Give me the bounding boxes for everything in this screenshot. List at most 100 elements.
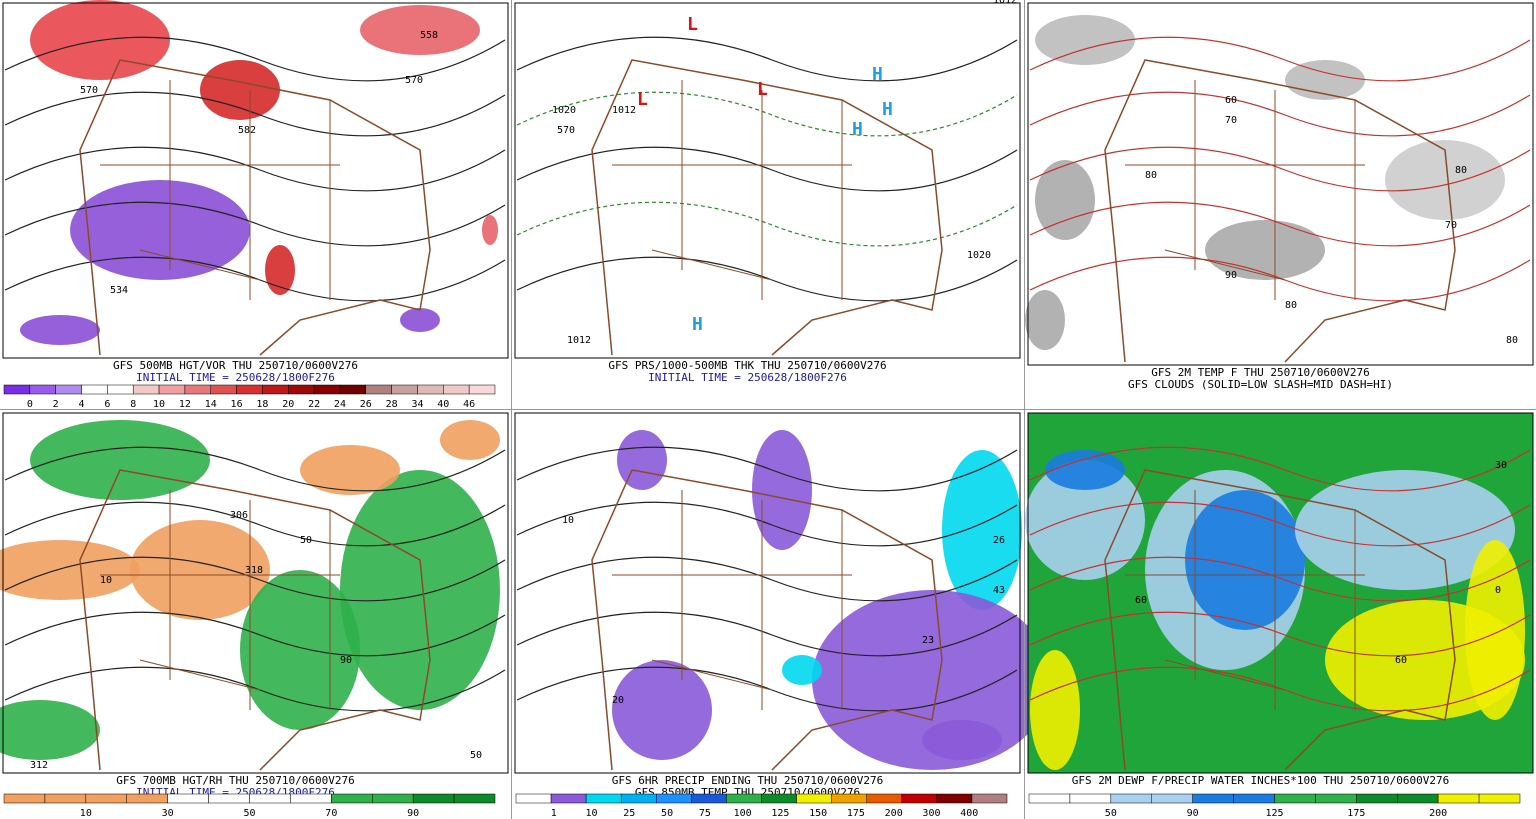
colorbar-label: 0: [27, 399, 33, 410]
colorbar-label: 75: [699, 808, 711, 819]
contour-label: 570: [80, 85, 98, 96]
shaded-region: [1385, 140, 1505, 220]
colorbar-label: 400: [960, 808, 978, 819]
contour-line: [1029, 446, 1531, 492]
contour-line: [4, 556, 506, 602]
map-frame: [1027, 412, 1534, 774]
panel: 570 582 558 570 534 GFS 500MB HGT/VOR THU 250…: [2, 0, 509, 410]
colorbar-swatch: [158, 384, 186, 395]
contour-line: [516, 201, 1018, 247]
contour-label: 30: [1495, 460, 1507, 471]
colorbar-swatch: [1192, 793, 1234, 804]
colorbar-label: 34: [411, 399, 423, 410]
colorbar-swatch: [691, 793, 727, 804]
caption: GFS 6HR PRECIP ENDING THU 250710/0600V27…: [612, 774, 884, 787]
colorbar-label: 70: [325, 808, 337, 819]
colorbar-label: 90: [407, 808, 419, 819]
colorbar-swatch: [331, 793, 373, 804]
shaded-region: [1045, 450, 1125, 490]
colorbar-label: 125: [1265, 808, 1283, 819]
colorbar-swatch: [417, 384, 444, 395]
colorbar-label: 100: [734, 808, 752, 819]
shaded-region: [130, 520, 270, 620]
contour-line: [1029, 611, 1531, 657]
border-line: [1125, 490, 1365, 710]
contour-line: [516, 556, 1018, 602]
coastline: [79, 469, 431, 771]
colorbar-swatch: [167, 793, 209, 804]
colorbar-swatch: [313, 384, 341, 395]
colorbar-label: 26: [360, 399, 372, 410]
contour-label: 1020: [552, 105, 576, 116]
map-frame: [2, 2, 509, 359]
contour-line: [4, 501, 506, 547]
contour-label: 60: [1395, 655, 1407, 666]
colorbar-label: 175: [847, 808, 865, 819]
caption: INITIAL TIME = 250628/1800F276: [648, 371, 847, 384]
contour-label: H: [852, 119, 863, 140]
colorbar-swatch: [866, 793, 903, 804]
colorbar-swatch: [208, 793, 250, 804]
contour-label: 43: [993, 585, 1005, 596]
contour-label: 60: [1135, 595, 1147, 606]
colorbar-swatch: [44, 793, 87, 804]
contour-label: 1012: [612, 105, 636, 116]
contour-line: [1029, 556, 1531, 602]
colorbar-swatch: [515, 793, 552, 804]
contour-line: [1029, 36, 1531, 82]
map-frame: [514, 412, 1021, 774]
contour-label: 90: [340, 655, 352, 666]
shaded-region: [1030, 650, 1080, 770]
contour-line: [1029, 91, 1531, 137]
border-line: [100, 490, 340, 710]
shaded-region: [942, 450, 1022, 610]
coastline: [591, 59, 943, 356]
border-line: [612, 80, 852, 300]
coastline: [591, 469, 943, 771]
caption: GFS 2M TEMP F THU 250710/0600V276: [1151, 366, 1370, 379]
colorbar-swatch: [184, 384, 211, 395]
shaded-region: [1035, 15, 1135, 65]
contour-label: 70: [1225, 115, 1237, 126]
colorbar-swatch: [1397, 793, 1439, 804]
shaded-region: [612, 660, 712, 760]
map-frame: [2, 412, 509, 774]
colorbar-swatch: [656, 793, 692, 804]
contour-label: 0: [1495, 585, 1501, 596]
colorbar-swatch: [761, 793, 797, 804]
colorbar-swatch: [726, 793, 762, 804]
shaded-region: [1185, 490, 1305, 630]
colorbar-swatch: [620, 793, 657, 804]
colorbar-swatch: [1151, 793, 1193, 804]
colorbar-label: 6: [104, 399, 110, 410]
shaded-region: [752, 430, 812, 550]
shaded-region: [1035, 160, 1095, 240]
contour-line: [516, 91, 1018, 137]
colorbar-label: 50: [243, 808, 255, 819]
coastline: [79, 59, 431, 356]
contour-label: 312: [30, 760, 48, 771]
contour-line: [516, 501, 1018, 547]
map-frame: [1027, 2, 1534, 366]
coastline: [1104, 59, 1456, 363]
colorbar-swatch: [1233, 793, 1275, 804]
caption: GFS 700MB HGT/RH THU 250710/0600V276: [116, 774, 354, 787]
panel: 26 43 23 20 10 GFS 6HR PRECIP ENDING THU 2507…: [514, 412, 1052, 819]
shaded-region: [240, 570, 360, 730]
contour-label: 318: [245, 565, 263, 576]
shaded-region: [265, 245, 295, 295]
colorbar-label: 2: [53, 399, 59, 410]
colorbar-label: 25: [623, 808, 635, 819]
colorbar-swatch: [249, 793, 291, 804]
contour-line: [4, 36, 506, 82]
contour-label: L: [757, 79, 768, 100]
contour-label: 50: [300, 535, 312, 546]
contour-label: 20: [612, 695, 624, 706]
shaded-region: [70, 180, 250, 280]
shaded-region: [30, 420, 210, 500]
colorbar-swatch: [85, 793, 128, 804]
coastline: [1104, 469, 1456, 771]
contour-label: 582: [238, 125, 256, 136]
shaded-region: [1295, 470, 1515, 590]
